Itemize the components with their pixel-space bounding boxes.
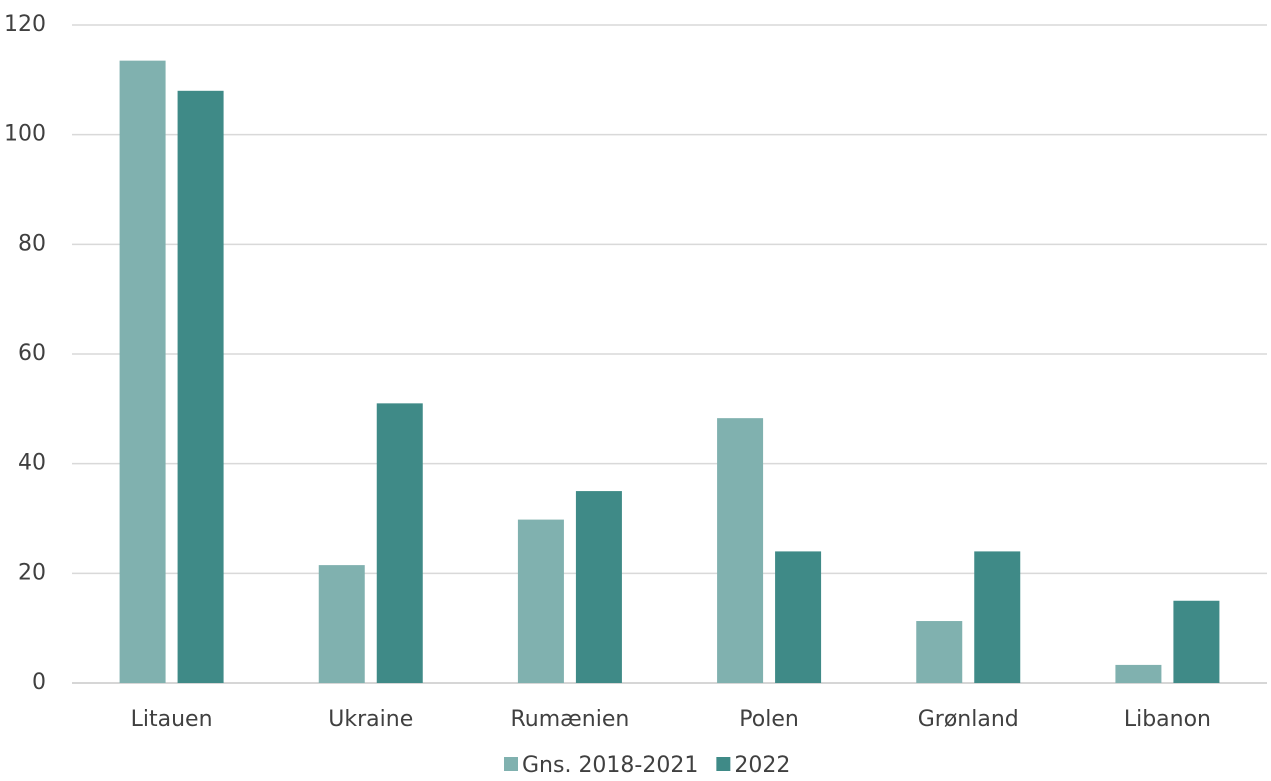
legend-label: Gns. 2018-2021 xyxy=(522,753,698,778)
y-tick-label: 0 xyxy=(32,670,46,695)
y-tick-label: 120 xyxy=(4,12,46,37)
bars xyxy=(119,60,1220,684)
y-axis: 0 20 40 60 80 100 120 xyxy=(4,12,46,695)
bar-ukraine-series-1 xyxy=(376,403,423,683)
bar-polen-series-1 xyxy=(775,551,822,683)
legend-label: 2022 xyxy=(734,753,790,778)
bar-litauen-series-0 xyxy=(119,60,166,684)
y-tick-label: 20 xyxy=(18,560,46,585)
bar-polen-series-0 xyxy=(717,418,764,683)
legend: Gns. 2018-2021 2022 xyxy=(504,753,790,778)
bar-rumænien-series-1 xyxy=(575,491,622,683)
bar-ukraine-series-0 xyxy=(318,565,365,683)
x-tick-label: Polen xyxy=(739,707,799,732)
legend-swatch xyxy=(716,757,731,771)
y-tick-label: 100 xyxy=(4,122,46,147)
x-tick-label: Grønland xyxy=(918,707,1019,732)
x-tick-label: Litauen xyxy=(131,707,213,732)
x-tick-label: Ukraine xyxy=(328,707,413,732)
bar-grønland-series-1 xyxy=(974,551,1021,683)
y-tick-label: 60 xyxy=(18,341,46,366)
x-axis: Litauen Ukraine Rumænien Polen Grønland Liban… xyxy=(131,707,1211,732)
legend-swatch xyxy=(504,757,518,771)
x-tick-label: Libanon xyxy=(1124,707,1211,732)
bar-litauen-series-1 xyxy=(177,90,224,684)
bar-grønland-series-0 xyxy=(916,621,963,683)
gridlines xyxy=(72,24,1267,684)
y-tick-label: 80 xyxy=(18,231,46,256)
bar-libanon-series-0 xyxy=(1115,664,1162,683)
x-tick-label: Rumænien xyxy=(511,707,630,732)
bar-libanon-series-1 xyxy=(1173,600,1220,683)
y-tick-label: 40 xyxy=(18,451,46,476)
bar-rumænien-series-0 xyxy=(517,519,564,683)
